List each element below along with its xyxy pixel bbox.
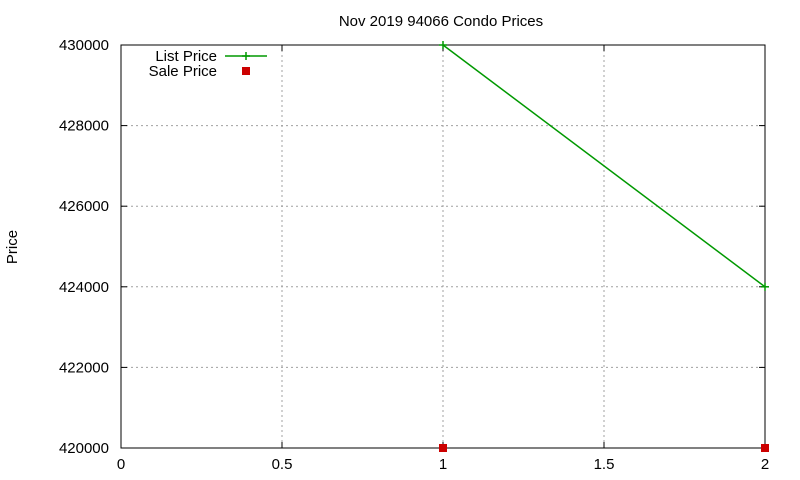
legend-label: List Price [155,48,217,65]
x-tick-label: 0 [117,456,125,473]
x-tick-label: 2 [761,456,769,473]
x-tick-label: 1 [439,456,447,473]
x-tick-label: 0.5 [272,456,293,473]
sale-price-point [761,444,769,452]
tick-labels: 0 0.5 1 1.5 2 420000 422000 424000 426000 428000 4… [59,37,769,473]
list-price-point [761,282,769,291]
list-price-line [442,44,766,288]
chart-title: Nov 2019 94066 Condo Prices [339,13,543,30]
y-tick-label: 428000 [59,118,109,135]
grid [121,45,765,448]
series-marks [439,41,769,452]
legend-label: Sale Price [149,63,217,80]
y-tick-label: 426000 [59,198,109,215]
y-axis-label: Price [4,230,21,264]
legend-square-sample [242,67,250,75]
sale-price-point [439,444,447,452]
y-tick-label: 430000 [59,37,109,54]
list-price-point [439,41,447,49]
x-tick-label: 1.5 [594,456,615,473]
y-tick-label: 420000 [59,440,109,457]
y-tick-label: 424000 [59,279,109,296]
y-tick-label: 422000 [59,359,109,376]
